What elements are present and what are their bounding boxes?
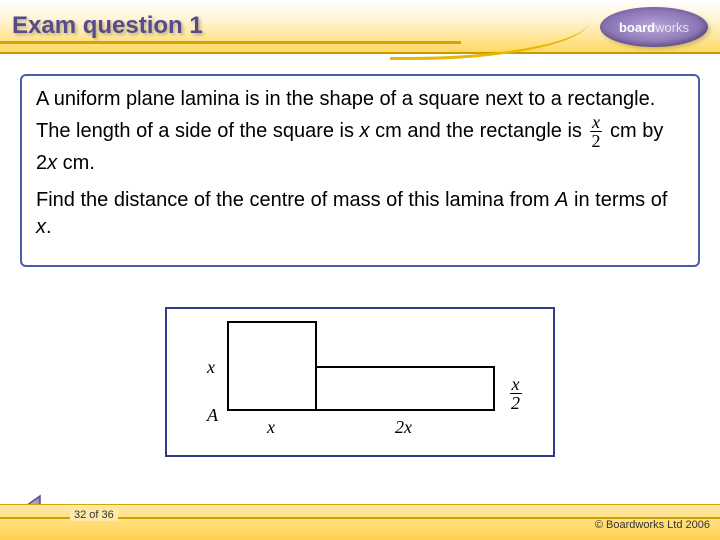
logo-text-works: works [655, 20, 689, 35]
q2-var-A: A [555, 189, 568, 211]
page-counter: 32 of 36 [70, 509, 118, 521]
copyright-text: © Boardworks Ltd 2006 [595, 519, 710, 531]
logo-ellipse: boardworks [600, 7, 708, 47]
q1-frac-num: x [590, 113, 602, 132]
question-box: A uniform plane lamina is in the shape o… [20, 74, 700, 267]
label-x-bottom: x [267, 417, 275, 438]
label-x-left: x [207, 357, 215, 378]
diagram-frac-x2: x 2 [509, 375, 522, 412]
slide-title: Exam question 1 [12, 12, 203, 40]
logo-text-board: board [619, 20, 655, 35]
q2-text-c: . [46, 216, 52, 238]
q1-fraction-x-over-2: x2 [589, 113, 602, 150]
slide-header: Exam question 1 boardworks [0, 0, 720, 54]
q2-var-x: x [36, 216, 46, 238]
question-paragraph-1: A uniform plane lamina is in the shape o… [36, 86, 684, 177]
q1-text-d: cm. [57, 152, 95, 174]
diagram-square [227, 321, 317, 411]
diagram-rectangle [315, 366, 495, 411]
slide-footer: 32 of 36 © Boardworks Ltd 2006 [0, 504, 720, 540]
q2-text-b: in terms of [568, 189, 667, 211]
header-swoosh [390, 20, 590, 60]
q1-text-b: cm and the rectangle is [370, 120, 588, 142]
q1-var-x2: x [47, 152, 57, 174]
diagram-frac-num: x [510, 375, 522, 394]
q1-var-x: x [360, 120, 370, 142]
diagram-frac-den: 2 [509, 394, 522, 412]
label-x-over-2-right: x 2 [507, 375, 524, 412]
question-paragraph-2: Find the distance of the centre of mass … [36, 187, 684, 241]
logo-text: boardworks [619, 20, 689, 35]
q2-text-a: Find the distance of the centre of mass … [36, 189, 555, 211]
q1-frac-den: 2 [589, 132, 602, 150]
label-point-A: A [207, 405, 218, 426]
diagram-frame: x A x 2x x 2 [165, 307, 555, 457]
label-2x: 2x [395, 417, 412, 438]
boardworks-logo: boardworks [600, 7, 708, 47]
